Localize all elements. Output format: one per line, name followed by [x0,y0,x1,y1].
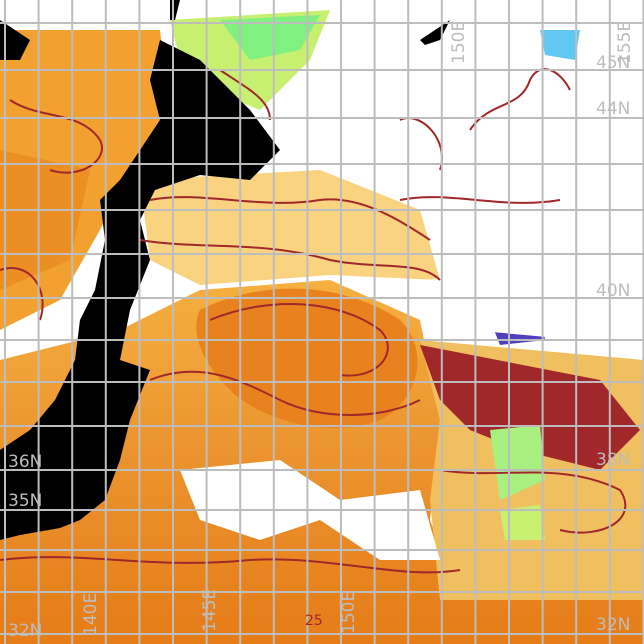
warm-water-region [0,280,644,644]
lon-label-150e-bottom: 150E [339,591,359,634]
lat-label-44n: 44N [596,99,630,119]
lon-label-150e-top: 150E [449,21,469,64]
cold-water-east [540,30,580,60]
green-patch-2 [500,505,545,540]
contour-line [149,370,421,416]
lat-label-38n: 38N [596,450,630,470]
contour-line [139,239,441,281]
lon-label-140e: 140E [81,593,101,636]
lat-label-45n: 45N [596,53,630,73]
contour-line [439,469,627,534]
contour-line [149,196,431,241]
green-patch [490,425,545,500]
lat-label-36n: 36N [8,452,42,472]
contour-line [469,68,571,131]
contour-value-label: 25 [305,613,323,629]
lat-label-32n-right: 32N [596,615,630,635]
contour-line [219,69,271,121]
cold-water-patch [220,15,320,60]
lat-label-35n: 35N [8,491,42,511]
lat-label-40n: 40N [596,281,630,301]
cloud-band-2 [430,260,600,340]
contour-line [0,556,461,574]
contour-line [0,267,44,321]
lon-label-155e-top: 155E [615,21,635,64]
lon-label-145e: 145E [200,589,220,632]
lat-label-32n: 32N [8,621,42,641]
